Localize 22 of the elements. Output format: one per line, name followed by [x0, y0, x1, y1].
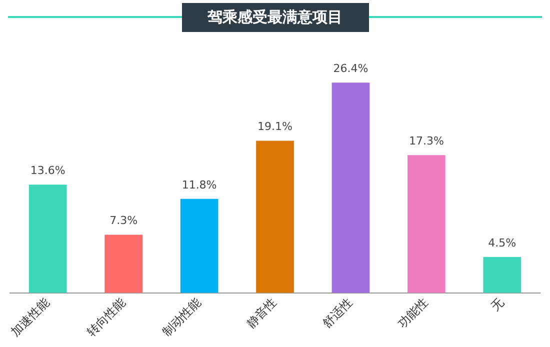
data-label: 4.5% — [488, 236, 516, 250]
bar — [408, 155, 446, 293]
x-tick-label: 功能性 — [395, 295, 431, 331]
x-tick-label: 制动性能 — [160, 295, 204, 340]
chart-title: 驾乘感受最满意项目 — [182, 2, 368, 32]
data-label: 19.1% — [258, 120, 292, 134]
bar — [332, 82, 370, 293]
bar — [180, 198, 218, 293]
bar — [483, 257, 522, 293]
x-tick-label: 静音性 — [244, 295, 280, 331]
data-label: 7.3% — [110, 214, 138, 228]
data-label: 13.6% — [30, 164, 66, 177]
x-tick-label: 无 — [488, 295, 506, 314]
x-tick-label: 加速性能 — [8, 295, 52, 340]
data-label: 26.4% — [333, 62, 368, 76]
data-label: 17.3% — [408, 134, 444, 148]
x-tick-label: 转向性能 — [84, 295, 128, 340]
bar — [28, 184, 67, 293]
data-label: 11.8% — [182, 178, 217, 192]
bar — [256, 140, 294, 293]
x-tick-label: 舒适性 — [320, 295, 356, 331]
bar — [104, 234, 142, 293]
